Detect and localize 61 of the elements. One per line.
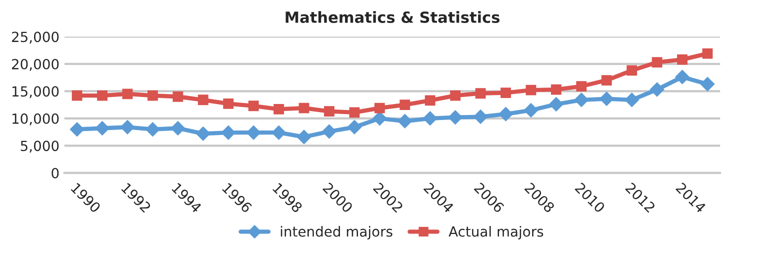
- point: [450, 90, 461, 101]
- point: [549, 97, 564, 112]
- point: [626, 65, 638, 76]
- point: [372, 111, 387, 126]
- point: [324, 106, 334, 117]
- point: [700, 77, 715, 92]
- y-tick-label: 25,000: [12, 32, 59, 44]
- point: [524, 103, 538, 118]
- point: [473, 110, 488, 124]
- point: [120, 120, 135, 134]
- point: [475, 88, 486, 99]
- point: [248, 100, 259, 112]
- point: [498, 106, 513, 122]
- point: [122, 88, 133, 100]
- point: [624, 92, 639, 107]
- point: [702, 48, 713, 59]
- chart-title: Mathematics & Statistics: [286, 11, 500, 24]
- point: [72, 90, 82, 101]
- point: [97, 90, 108, 101]
- point: [296, 130, 312, 144]
- point: [322, 124, 336, 139]
- y-tick-label: 5,000: [20, 140, 59, 153]
- legend-label: Actual majors: [448, 226, 544, 240]
- point: [576, 81, 587, 92]
- point: [374, 102, 385, 114]
- point: [550, 84, 562, 95]
- point: [650, 82, 664, 97]
- point: [147, 90, 158, 101]
- point: [298, 102, 310, 114]
- point: [652, 57, 662, 68]
- point: [677, 54, 688, 65]
- point: [70, 122, 84, 136]
- point: [423, 111, 438, 126]
- point: [448, 110, 462, 124]
- y-tick-label: 10,000: [12, 113, 59, 126]
- y-tick-label: 15,000: [12, 86, 59, 98]
- point: [574, 92, 588, 107]
- point: [172, 91, 184, 102]
- point: [526, 84, 536, 96]
- point: [398, 114, 412, 128]
- point: [198, 94, 208, 106]
- point: [221, 126, 236, 140]
- point: [424, 95, 436, 106]
- legend-label: intended majors: [280, 226, 392, 240]
- point: [246, 126, 261, 140]
- point: [347, 120, 362, 134]
- point: [274, 104, 284, 114]
- y-tick-label: 20,000: [12, 58, 59, 71]
- point: [600, 92, 614, 106]
- point: [95, 121, 110, 136]
- point: [601, 75, 612, 86]
- point: [272, 126, 286, 140]
- y-tick-label: 0: [52, 168, 59, 178]
- point: [675, 70, 690, 84]
- point: [349, 107, 360, 118]
- point: [196, 126, 210, 141]
- point: [400, 100, 410, 110]
- point: [146, 122, 160, 136]
- point: [223, 98, 234, 109]
- point: [170, 121, 185, 136]
- point: [500, 88, 511, 98]
